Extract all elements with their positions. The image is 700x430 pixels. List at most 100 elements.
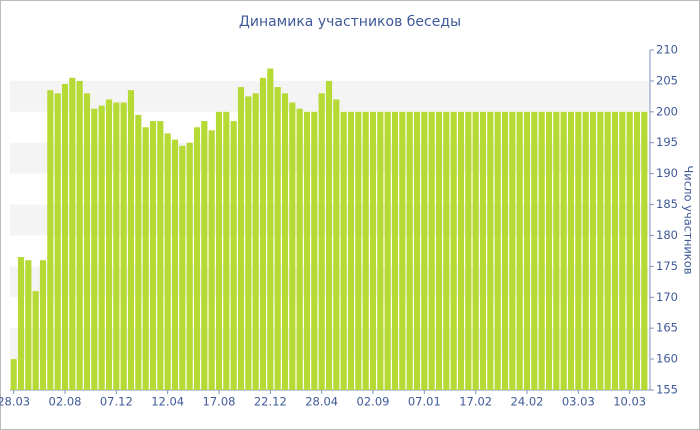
x-tick-label: 17.02 — [459, 395, 492, 409]
bar — [633, 111, 641, 391]
bar — [179, 145, 186, 390]
x-tick-label: 03.03 — [562, 395, 595, 409]
bar — [582, 111, 589, 391]
bar — [10, 359, 17, 390]
x-tick-label: 02.08 — [49, 395, 82, 409]
bar — [626, 111, 633, 391]
bar — [259, 77, 267, 391]
bar — [575, 111, 582, 391]
bar — [428, 111, 435, 391]
bar — [105, 99, 113, 391]
bar — [83, 93, 91, 390]
y-tick-label: 170 — [656, 290, 678, 304]
bar — [538, 111, 545, 391]
y-axis-label: Число участников — [682, 165, 696, 274]
y-tick-label: 195 — [656, 135, 678, 149]
x-tick-label: 28.03 — [0, 395, 30, 409]
bar — [435, 111, 443, 391]
bar — [487, 111, 494, 391]
bar — [127, 90, 135, 390]
bar — [245, 96, 252, 390]
bar — [443, 111, 450, 391]
y-tick-label: 175 — [656, 259, 678, 273]
bar — [611, 111, 619, 391]
bar — [399, 111, 406, 391]
bar — [215, 111, 223, 391]
bar — [597, 111, 604, 391]
bar — [619, 111, 626, 391]
bar — [69, 77, 76, 391]
y-tick-label: 190 — [656, 166, 678, 180]
bar — [91, 108, 98, 391]
bar — [164, 133, 171, 391]
bar — [509, 111, 516, 391]
bar — [589, 111, 597, 391]
x-tick-label: 02.09 — [357, 395, 390, 409]
x-tick-label: 07.01 — [408, 395, 441, 409]
bar — [567, 111, 575, 391]
bar — [193, 127, 201, 390]
bar — [17, 257, 25, 390]
bar — [201, 121, 208, 390]
bar — [641, 111, 648, 391]
bar — [457, 111, 465, 391]
x-tick-label: 24.02 — [511, 395, 544, 409]
bar — [355, 111, 362, 391]
bar — [32, 291, 39, 390]
y-tick-label: 210 — [656, 43, 678, 57]
bar — [450, 111, 457, 391]
x-tick-label: 10.03 — [613, 395, 646, 409]
bar — [142, 127, 149, 390]
y-tick-label: 200 — [656, 104, 678, 118]
bar — [472, 111, 479, 391]
bar — [47, 90, 54, 390]
bar — [545, 111, 553, 391]
bar — [362, 111, 369, 391]
bar — [384, 111, 391, 391]
x-tick-label: 17.08 — [203, 395, 236, 409]
bar — [531, 111, 538, 391]
bar — [267, 68, 274, 390]
bar — [494, 111, 501, 391]
bar — [274, 87, 281, 390]
bar — [61, 84, 69, 390]
bar — [553, 111, 560, 391]
bar — [333, 99, 340, 391]
bar — [318, 93, 325, 390]
bar — [230, 121, 237, 390]
bar — [54, 93, 61, 390]
bar — [120, 102, 127, 390]
bar — [237, 87, 245, 390]
bar — [135, 114, 142, 390]
bar — [325, 80, 333, 390]
bar — [25, 260, 32, 390]
bar — [208, 130, 215, 390]
bar — [113, 102, 120, 390]
bar — [76, 80, 83, 390]
y-tick-label: 180 — [656, 228, 678, 242]
x-tick-label: 12.04 — [151, 395, 184, 409]
bar — [369, 111, 377, 391]
bar — [501, 111, 509, 391]
bar — [171, 139, 179, 390]
bar — [311, 111, 318, 391]
bar — [223, 111, 230, 391]
bar — [479, 111, 487, 391]
bar — [604, 111, 611, 391]
bar — [157, 121, 164, 390]
chart-title: Динамика участников беседы — [239, 14, 461, 30]
bar — [98, 105, 105, 391]
x-tick-label: 28.04 — [305, 395, 338, 409]
y-tick-label: 165 — [656, 321, 678, 335]
bar — [281, 93, 289, 390]
bar — [252, 93, 259, 390]
bar — [149, 121, 157, 390]
bar — [39, 260, 47, 390]
bar — [377, 111, 384, 391]
bar — [347, 111, 355, 391]
bar — [421, 111, 428, 391]
bar — [340, 111, 347, 391]
bar — [296, 108, 303, 391]
y-tick-label: 185 — [656, 197, 678, 211]
